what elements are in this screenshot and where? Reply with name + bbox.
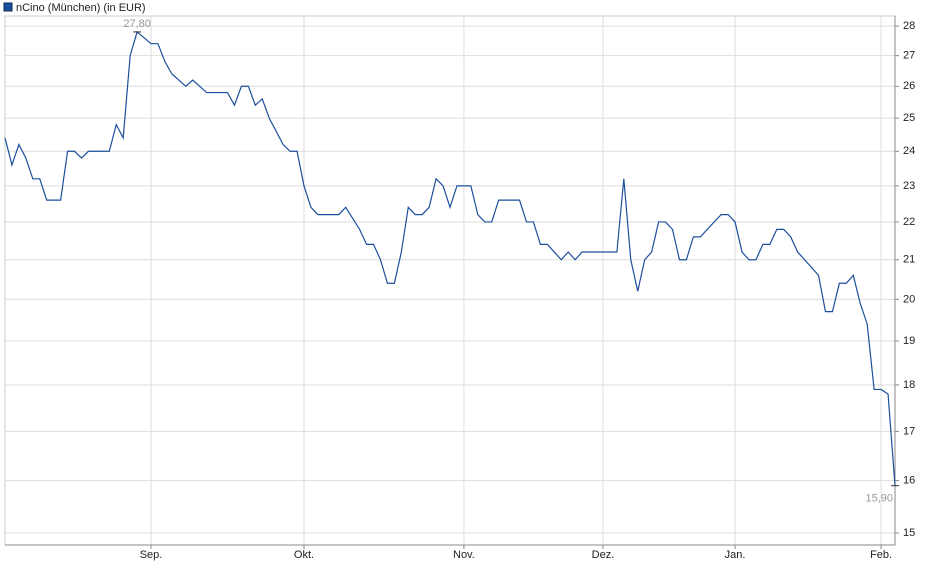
y-tick-label: 18: [903, 379, 915, 391]
y-tick-label: 20: [903, 293, 915, 305]
x-tick-label: Nov.: [453, 549, 475, 561]
x-tick-label: Sep.: [140, 549, 163, 561]
y-tick-label: 22: [903, 216, 915, 228]
y-tick-label: 16: [903, 474, 915, 486]
x-tick-label: Dez.: [592, 549, 615, 561]
y-tick-label: 25: [903, 112, 915, 124]
value-label: 15,90: [865, 493, 893, 505]
y-tick-label: 19: [903, 335, 915, 347]
y-tick-label: 26: [903, 80, 915, 92]
y-tick-label: 21: [903, 254, 915, 266]
x-tick-label: Okt.: [294, 549, 314, 561]
value-label: 27,80: [123, 18, 151, 30]
line: [4, 30, 896, 486]
y-tick-label: 23: [903, 180, 915, 192]
plot-area: [4, 15, 896, 546]
y-tick-label: 17: [903, 425, 915, 437]
legend-swatch: [3, 2, 13, 12]
x-tick-label: Feb.: [870, 549, 892, 561]
y-tick-label: 27: [903, 50, 915, 62]
x-tick-label: Jan.: [725, 549, 746, 561]
y-tick-label: 24: [903, 145, 915, 157]
y-tick-label: 15: [903, 527, 915, 539]
legend-label: nCino (München) (in EUR): [16, 2, 146, 14]
y-tick-label: 28: [903, 20, 915, 32]
